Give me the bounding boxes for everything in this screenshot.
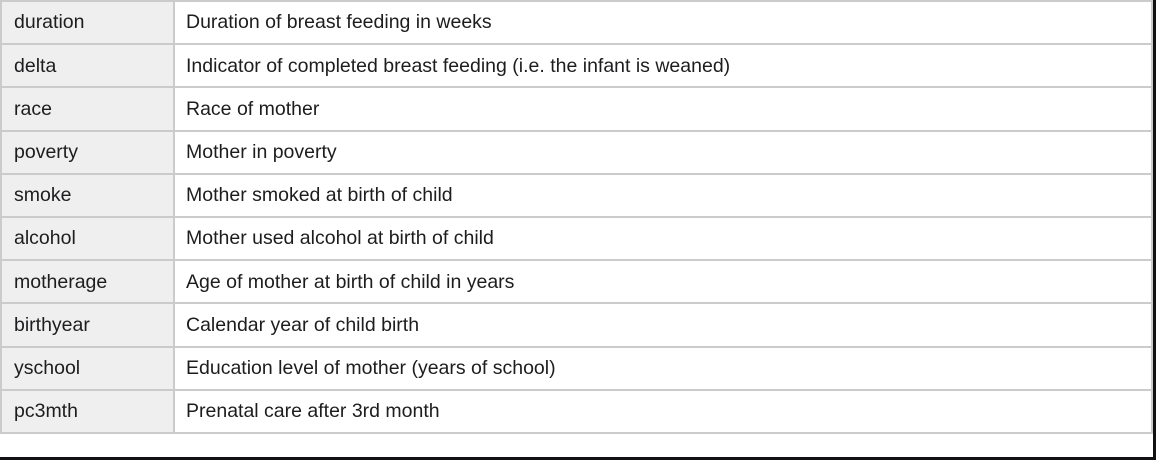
variable-description-cell: Calendar year of child birth [173, 302, 1153, 348]
variable-description-table: duration Duration of breast feeding in we… [0, 0, 1153, 434]
variable-name-cell: poverty [0, 129, 175, 175]
table-row: alcohol Mother used alcohol at birth of c… [0, 215, 1153, 262]
variable-name-cell: race [0, 86, 175, 132]
variable-description-cell: Race of mother [173, 86, 1153, 132]
table-row: birthyear Calendar year of child birth [0, 302, 1153, 348]
table-body: duration Duration of breast feeding in we… [0, 0, 1153, 434]
table-row: delta Indicator of completed breast feedi… [0, 43, 1153, 89]
variable-description-cell: Mother smoked at birth of child [173, 172, 1153, 218]
table-row: motherage Age of mother at birth of child… [0, 259, 1153, 305]
variable-name-cell: pc3mth [0, 388, 175, 434]
variable-name-cell: alcohol [0, 215, 175, 262]
table-row: smoke Mother smoked at birth of child [0, 172, 1153, 218]
table-row: duration Duration of breast feeding in we… [0, 0, 1153, 46]
variable-name-cell: birthyear [0, 302, 175, 348]
variable-description-cell: Mother used alcohol at birth of child [173, 215, 1153, 262]
variable-name-cell: motherage [0, 259, 175, 305]
variable-name-cell: delta [0, 43, 175, 89]
table-row: yschool Education level of mother (years … [0, 345, 1153, 391]
table-row: race Race of mother [0, 86, 1153, 132]
variable-description-cell: Duration of breast feeding in weeks [173, 0, 1153, 46]
variable-description-cell: Mother in poverty [173, 129, 1153, 175]
table-row: poverty Mother in poverty [0, 129, 1153, 175]
variable-name-cell: duration [0, 0, 175, 46]
variable-description-cell: Indicator of completed breast feeding (i… [173, 43, 1153, 89]
variable-description-cell: Age of mother at birth of child in years [173, 259, 1153, 305]
variable-name-cell: yschool [0, 345, 175, 391]
table-row: pc3mth Prenatal care after 3rd month [0, 388, 1153, 434]
variable-description-cell: Education level of mother (years of scho… [173, 345, 1153, 391]
variable-description-cell: Prenatal care after 3rd month [173, 388, 1153, 434]
variable-name-cell: smoke [0, 172, 175, 218]
